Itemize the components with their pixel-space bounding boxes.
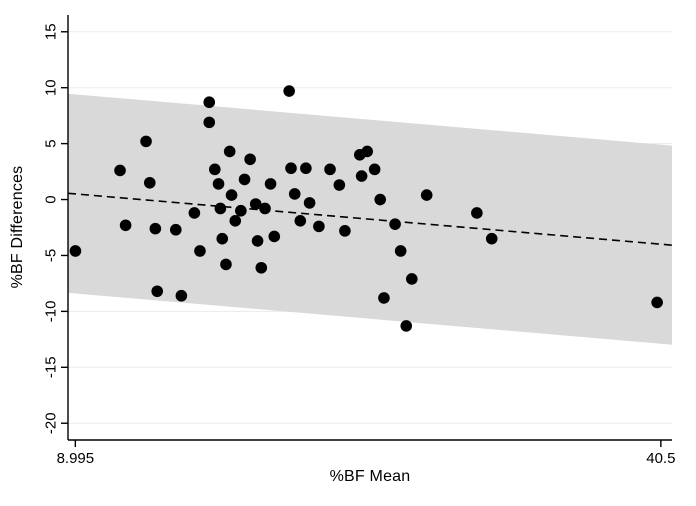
data-point [212, 178, 225, 190]
data-point [175, 289, 188, 302]
data-point [406, 273, 418, 285]
data-point [69, 245, 82, 257]
data-point [140, 135, 152, 148]
data-point [471, 207, 483, 219]
y-tick-label: -20 [43, 412, 60, 434]
data-point [188, 207, 201, 219]
data-point [209, 163, 221, 176]
y-tick-label: 10 [43, 79, 60, 96]
data-point [223, 145, 236, 158]
data-point [333, 179, 346, 191]
y-tick-label: 15 [43, 23, 60, 40]
data-point [394, 245, 407, 257]
y-axis-title: %BF Differences [9, 165, 26, 289]
y-tick-label: 5 [43, 139, 60, 147]
data-point [378, 292, 390, 304]
data-point [268, 230, 281, 243]
data-point [151, 285, 164, 298]
x-axis-title: %BF Mean [329, 468, 411, 485]
y-tick-label: -15 [43, 356, 60, 378]
data-point [194, 245, 206, 257]
data-point [400, 320, 413, 332]
data-point [235, 204, 247, 217]
data-point [420, 189, 433, 201]
data-point [368, 163, 381, 176]
data-point [303, 197, 316, 209]
data-point [361, 145, 374, 158]
data-point [264, 178, 277, 190]
data-point [324, 163, 336, 176]
data-point [149, 222, 162, 235]
data-point [203, 116, 216, 129]
trend-line [67, 192, 673, 246]
data-point [143, 176, 156, 189]
x-tick-label: 40.5 [646, 450, 675, 467]
data-point [203, 96, 216, 109]
data-point [485, 232, 498, 245]
data-point [216, 232, 229, 245]
data-point [294, 214, 307, 227]
data-point [225, 189, 238, 201]
x-tick-label: 8.995 [57, 450, 95, 467]
data-point [651, 296, 663, 309]
data-point [355, 170, 368, 182]
data-point [300, 162, 312, 175]
data-point [249, 198, 262, 210]
data-point [259, 202, 271, 215]
data-point [288, 188, 301, 200]
data-point [220, 258, 232, 271]
data-point [214, 202, 227, 215]
data-point [313, 220, 325, 233]
data-point [244, 153, 256, 166]
y-tick-label: -10 [43, 301, 60, 323]
data-point [238, 173, 251, 186]
data-point [255, 261, 268, 274]
y-tick-label: 0 [43, 195, 60, 203]
data-point [389, 218, 401, 230]
data-point [229, 214, 242, 227]
data-point [114, 164, 126, 177]
data-point [339, 225, 351, 237]
data-point [251, 235, 264, 247]
data-point [283, 85, 295, 97]
data-point [374, 193, 387, 206]
data-point [285, 162, 297, 175]
data-point [169, 223, 182, 236]
y-tick-label: -5 [43, 249, 60, 262]
data-point [119, 219, 132, 232]
